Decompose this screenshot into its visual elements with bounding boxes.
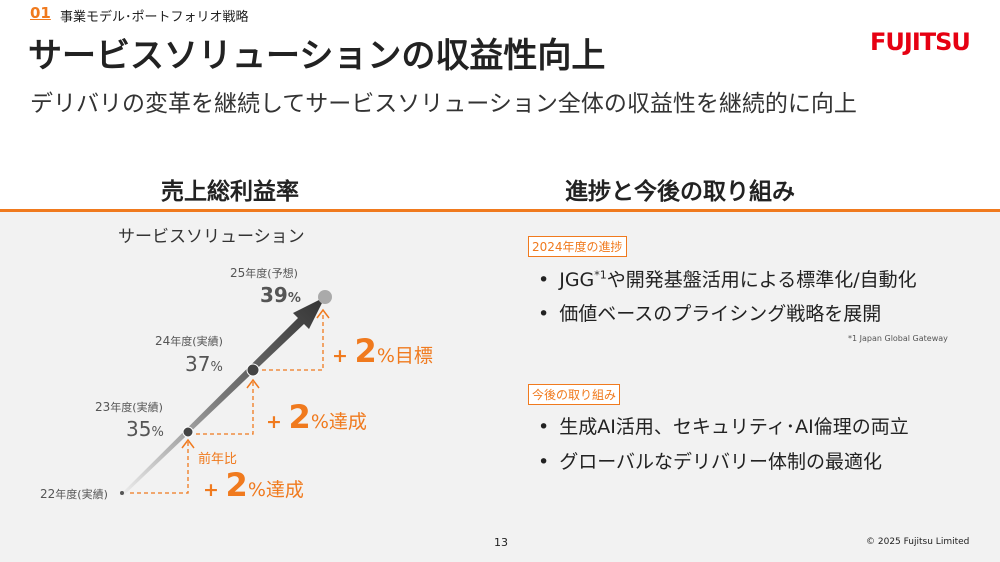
step: + 2%達成 xyxy=(266,398,367,436)
tag: 2024年度の進捗 xyxy=(528,236,627,257)
step-note: 前年比 xyxy=(198,452,238,467)
bullet: 生成AI活用、セキュリティ･AI倫理の両立 xyxy=(538,412,909,439)
year-label: 年度(実績) xyxy=(110,401,163,414)
step-heads xyxy=(181,308,330,449)
step-suffix: %目標 xyxy=(376,345,433,367)
bullet: グローバルなデリバリー体制の最適化 xyxy=(538,447,882,474)
point xyxy=(120,491,124,495)
step: + 2%達成 xyxy=(203,466,304,504)
text: や開発基盤活用による標準化/自動化 xyxy=(606,269,917,291)
year: 25 xyxy=(230,266,246,280)
step-value: 2 xyxy=(354,332,377,370)
step-value: 2 xyxy=(288,398,311,436)
step: + 2%目標 xyxy=(332,332,433,370)
step-suffix: %達成 xyxy=(310,411,367,433)
plus: + xyxy=(332,345,348,367)
year-label: 年度(予想) xyxy=(245,267,298,280)
copyright: © 2025 Fujitsu Limited xyxy=(866,537,970,547)
unit: % xyxy=(210,360,223,375)
subtitle: デリバリの変革を継続してサービスソリューション全体の収益性を継続的に向上 xyxy=(30,91,857,117)
section: 事業モデル･ポートフォリオ戦略 xyxy=(60,10,249,25)
heading: 進捗と今後の取り組み xyxy=(565,179,795,205)
point xyxy=(318,290,332,304)
unit: % xyxy=(287,291,301,306)
step-lines xyxy=(130,312,324,494)
year: 22 xyxy=(40,487,56,501)
page-number: 13 xyxy=(494,536,508,549)
chart-label: サービスソリューション xyxy=(118,227,305,247)
year: 24 xyxy=(155,334,171,348)
step-value: 2 xyxy=(225,466,248,504)
point-label: 23年度(実績) xyxy=(95,399,163,415)
year-label: 年度(実績) xyxy=(170,335,223,348)
point xyxy=(246,363,260,377)
point-value: 39% xyxy=(260,283,301,307)
bullet: JGG*1や開発基盤活用による標準化/自動化 xyxy=(538,265,917,292)
point-value: 37% xyxy=(185,352,223,376)
divider xyxy=(0,209,1000,212)
text: グローバルなデリバリー体制の最適化 xyxy=(559,451,883,473)
sup: *1 xyxy=(594,268,607,282)
plus: + xyxy=(203,479,219,501)
point-label: 25年度(予想) xyxy=(230,265,298,281)
plus: + xyxy=(266,411,282,433)
text: 価値ベースのプライシング戦略を展開 xyxy=(559,303,882,325)
bullet: 価値ベースのプライシング戦略を展開 xyxy=(538,299,881,326)
point-label: 24年度(実績) xyxy=(155,333,223,349)
title: サービスソリューションの収益性向上 xyxy=(28,36,606,76)
text: 生成AI活用、セキュリティ･AI倫理の両立 xyxy=(559,416,909,438)
unit: % xyxy=(151,425,164,440)
text: JGG xyxy=(559,269,595,291)
tag: 今後の取り組み xyxy=(528,384,621,405)
section-number: 01 xyxy=(30,4,51,22)
year: 23 xyxy=(95,400,111,414)
value: 39 xyxy=(260,283,288,307)
point-label: 22年度(実績) xyxy=(40,486,108,502)
growth-arrow xyxy=(121,297,325,496)
value: 35 xyxy=(126,417,152,441)
year-label: 年度(実績) xyxy=(55,488,108,501)
step-suffix: %達成 xyxy=(247,479,304,501)
footnote: *1 Japan Global Gateway xyxy=(848,334,948,343)
heading: 売上総利益率 xyxy=(161,179,299,205)
logo: FUJITSU xyxy=(870,28,971,56)
point-value: 35% xyxy=(126,417,164,441)
point xyxy=(182,426,194,438)
value: 37 xyxy=(185,352,211,376)
